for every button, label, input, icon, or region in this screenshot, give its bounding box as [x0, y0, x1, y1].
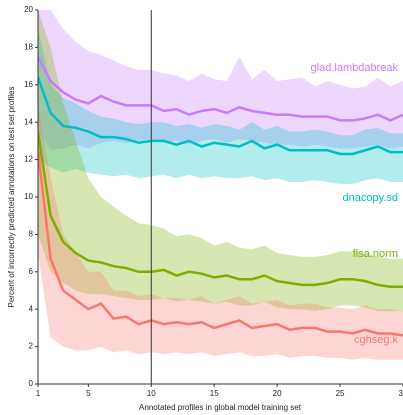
x-tick-label: 1 [36, 389, 41, 398]
y-tick-label: 16 [24, 80, 33, 89]
y-tick-label: 6 [29, 267, 34, 276]
y-tick-label: 20 [24, 5, 33, 14]
series-line [38, 131, 403, 289]
series-label: glad.lambdabreak [311, 62, 399, 74]
series-label: cghseg.k [354, 334, 399, 346]
series-line [38, 150, 403, 337]
y-tick-label: 8 [29, 230, 34, 239]
series-label: dnacopy.sd [343, 192, 398, 204]
band [38, 10, 403, 151]
lines [38, 56, 403, 337]
band [38, 103, 403, 360]
band [38, 28, 403, 184]
y-tick-label: 18 [24, 43, 33, 52]
x-tick-label: 20 [273, 389, 282, 398]
y-tick-label: 10 [24, 192, 33, 201]
x-axis-label: Annotated profiles in global model train… [139, 403, 302, 412]
y-tick-label: 0 [29, 379, 34, 388]
y-tick-label: 4 [29, 304, 34, 313]
series-label: flsa.norm [353, 248, 398, 260]
y-tick-label: 2 [29, 342, 34, 351]
x-tick-label: 30 [399, 389, 403, 398]
band [38, 10, 403, 312]
x-tick-label: 15 [210, 389, 219, 398]
y-axis-label: Percent of incorrectly predicted annotat… [7, 86, 16, 307]
y-tick-label: 14 [24, 117, 33, 126]
series-line [38, 76, 403, 156]
x-tick-label: 5 [86, 389, 91, 398]
x-tick-label: 10 [147, 389, 156, 398]
y-tick-label: 12 [24, 155, 33, 164]
x-tick-label: 25 [336, 389, 345, 398]
bands [38, 10, 403, 360]
series-line [38, 56, 403, 122]
